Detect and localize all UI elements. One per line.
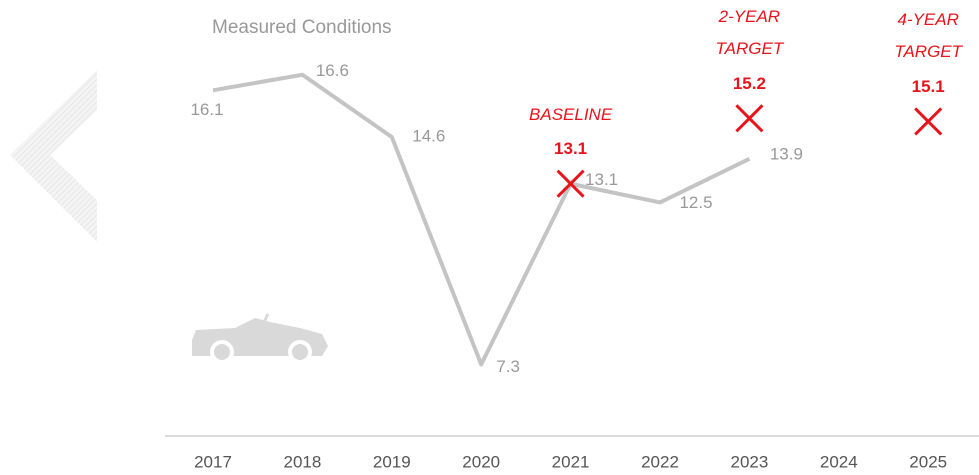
x-tick-label: 2020 — [462, 452, 500, 471]
chart-title: Measured Conditions — [212, 17, 392, 38]
x-tick-label: 2022 — [641, 452, 679, 471]
x-tick-label: 2024 — [820, 452, 858, 471]
x-tick-label: 2018 — [283, 452, 321, 471]
data-label: 16.1 — [190, 100, 223, 119]
x-tick-label: 2021 — [552, 452, 590, 471]
target-marker — [914, 107, 943, 136]
car-icon — [192, 313, 328, 364]
annotation-value: 15.1 — [912, 77, 945, 96]
chevron-decoration — [10, 70, 97, 242]
x-tick-label: 2017 — [194, 452, 232, 471]
annotation-label: BASELINE — [529, 104, 613, 124]
data-label: 13.1 — [585, 170, 618, 189]
data-label: 7.3 — [496, 357, 520, 376]
data-label: 13.9 — [770, 144, 803, 163]
x-tick-label: 2025 — [909, 452, 947, 471]
annotation-label: 2-YEAR TARGET — [715, 7, 784, 59]
data-line — [212, 72, 751, 367]
annotation-label: 4-YEAR TARGET — [894, 10, 963, 62]
target-marker — [556, 169, 585, 198]
annotation-value: 13.1 — [554, 139, 587, 158]
target-marker — [735, 104, 764, 133]
x-tick-label: 2019 — [373, 452, 411, 471]
annotation-value: 15.2 — [733, 74, 766, 93]
x-tick-label: 2023 — [730, 452, 768, 471]
data-label: 12.5 — [679, 193, 712, 212]
data-label: 16.6 — [316, 61, 349, 80]
data-label: 14.6 — [412, 127, 445, 146]
